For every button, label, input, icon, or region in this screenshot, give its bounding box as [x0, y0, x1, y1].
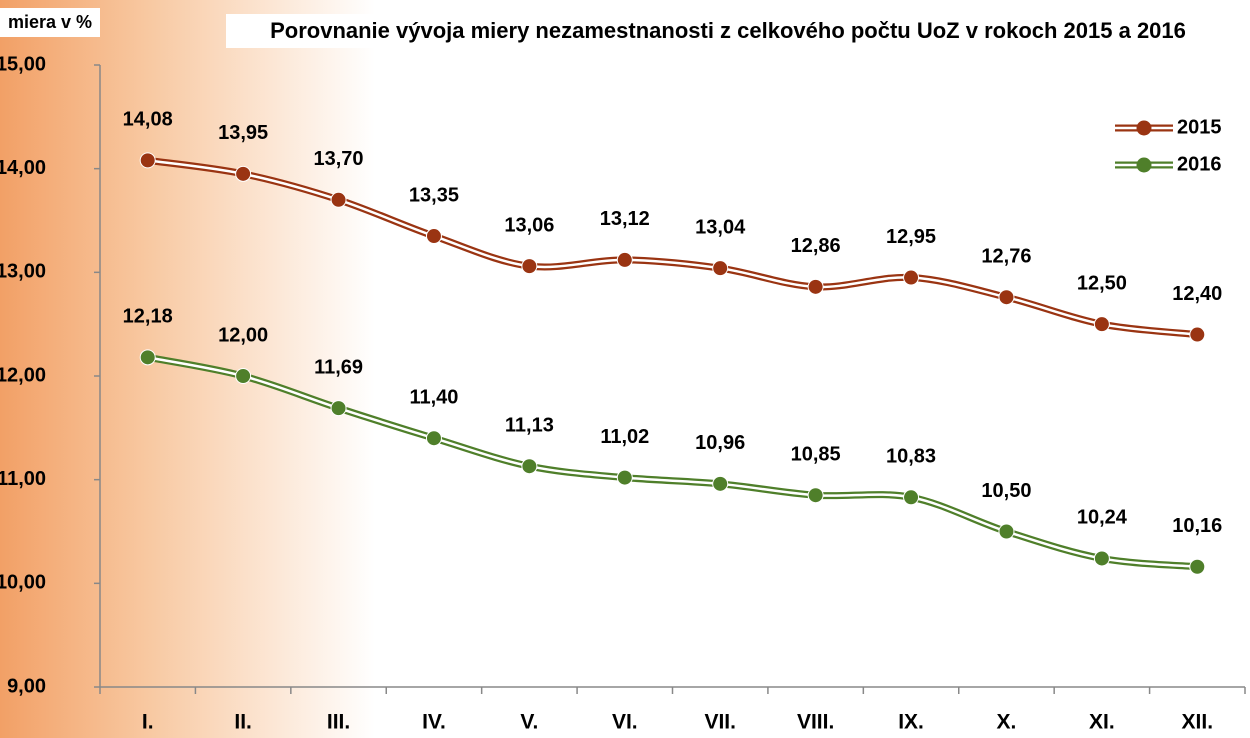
x-tick-label: IV.	[422, 711, 446, 734]
legend-marker	[1136, 157, 1152, 173]
data-point	[903, 489, 920, 506]
data-label: 12,76	[981, 245, 1031, 267]
data-point	[1189, 326, 1206, 343]
x-tick-label: VIII.	[797, 711, 834, 734]
data-point	[330, 400, 347, 417]
data-label: 13,04	[695, 216, 746, 238]
data-label: 13,06	[504, 214, 554, 236]
data-point	[712, 260, 729, 277]
x-tick-label: V.	[520, 711, 538, 734]
data-point	[998, 289, 1015, 306]
data-point	[903, 269, 920, 286]
data-point	[330, 191, 347, 208]
data-label: 13,70	[314, 148, 364, 170]
x-tick-label: III.	[327, 711, 350, 734]
y-tick-label: 11,00	[0, 468, 46, 490]
data-label: 14,08	[123, 109, 173, 131]
data-label: 11,13	[505, 414, 554, 436]
chart-title: Porovnanie vývoja miery nezamestnanosti …	[226, 14, 1230, 48]
x-tick-label: IX.	[898, 711, 924, 734]
data-label: 13,35	[409, 184, 459, 206]
data-point	[235, 165, 252, 182]
y-tick-label: 14,00	[0, 157, 46, 179]
x-tick-label: VI.	[612, 711, 638, 734]
data-point	[235, 368, 252, 384]
data-label: 12,95	[886, 226, 936, 248]
data-point	[139, 152, 156, 169]
data-label: 12,50	[1077, 272, 1127, 294]
data-point	[712, 475, 729, 492]
legend-label: 2015	[1177, 116, 1222, 138]
x-tick-label: II.	[234, 711, 252, 734]
data-label: 11,69	[314, 356, 363, 378]
y-axis-label: miera v %	[0, 8, 101, 37]
data-point	[807, 487, 824, 504]
data-label: 11,40	[409, 386, 458, 408]
data-label: 12,86	[791, 235, 841, 257]
data-label: 13,12	[600, 208, 650, 230]
data-label: 11,02	[600, 426, 649, 448]
data-point	[139, 349, 156, 366]
data-point	[521, 258, 538, 275]
data-point	[998, 523, 1015, 540]
data-point	[616, 251, 633, 268]
x-tick-label: X.	[997, 711, 1017, 734]
data-label: 12,18	[123, 306, 173, 328]
y-tick-label: 15,00	[0, 53, 46, 75]
data-label: 10,16	[1172, 515, 1222, 537]
y-tick-label: 9,00	[7, 675, 46, 697]
data-label: 13,95	[218, 122, 268, 144]
x-tick-label: I.	[142, 711, 154, 734]
series-line-inner	[147, 356, 1198, 568]
data-label: 10,85	[791, 443, 841, 465]
data-label: 12,40	[1172, 283, 1222, 305]
legend-label: 2016	[1177, 153, 1222, 175]
y-tick-label: 12,00	[0, 364, 46, 386]
data-point	[807, 278, 824, 295]
series-line	[147, 156, 1198, 339]
data-point	[425, 430, 442, 447]
data-label: 10,96	[695, 432, 745, 454]
y-tick-label: 13,00	[0, 261, 46, 283]
x-tick-label: VII.	[704, 711, 736, 734]
legend-marker	[1136, 120, 1152, 136]
data-point	[521, 458, 538, 475]
data-label: 12,00	[218, 324, 268, 346]
data-point	[1093, 550, 1110, 567]
series-line	[147, 353, 1198, 571]
data-point	[616, 469, 633, 486]
x-tick-label: XI.	[1089, 711, 1115, 734]
data-point	[1093, 316, 1110, 333]
y-tick-label: 10,00	[0, 572, 46, 594]
data-label: 10,50	[981, 480, 1031, 502]
data-point	[425, 228, 442, 245]
data-point	[1189, 558, 1206, 575]
x-tick-label: XII.	[1182, 711, 1214, 734]
data-label: 10,83	[886, 446, 936, 468]
data-label: 10,24	[1077, 507, 1128, 529]
